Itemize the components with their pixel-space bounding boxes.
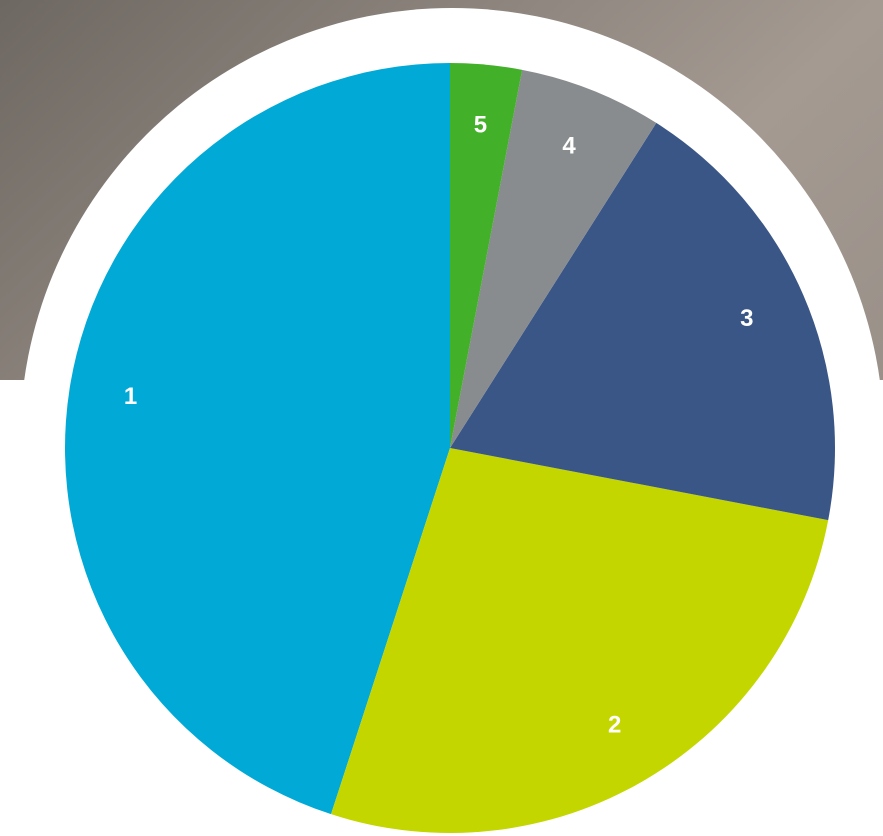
slice-label: 2 (608, 712, 621, 739)
pie-slice (450, 63, 523, 448)
slice-label: 3 (740, 305, 753, 332)
pie-slice (331, 448, 829, 833)
pie-slice (450, 69, 657, 449)
slice-label: 1 (124, 383, 137, 410)
slice-label: 5 (474, 111, 487, 138)
slice-label: 4 (562, 133, 576, 160)
pie-slice (65, 63, 451, 815)
pie-slice (450, 122, 836, 521)
